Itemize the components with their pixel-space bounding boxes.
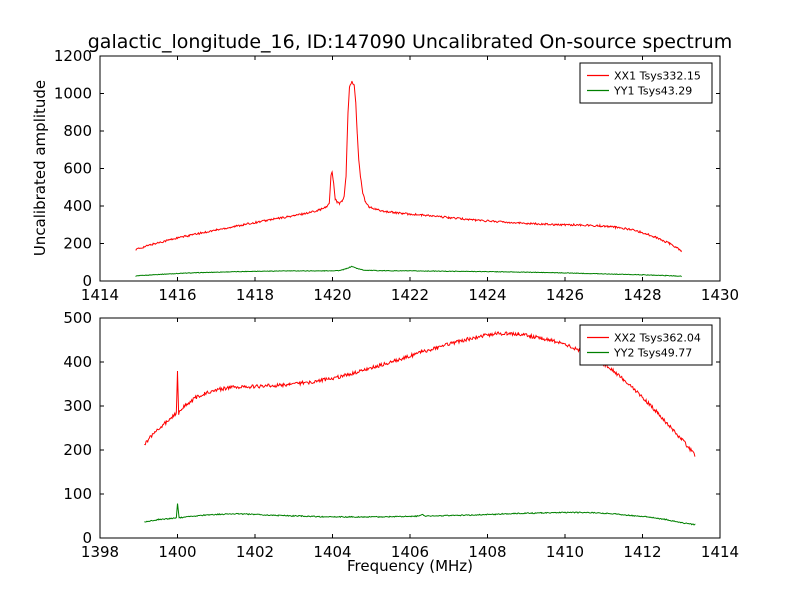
- svg-text:YY1 Tsys43.29: YY1 Tsys43.29: [613, 85, 692, 98]
- svg-text:1412: 1412: [623, 543, 661, 561]
- svg-text:1416: 1416: [158, 286, 196, 304]
- bottom-plot: 1398 1400 1402 1404 1406 1408 1410 1412 1414 0 100…: [63, 309, 739, 561]
- svg-text:YY2 Tsys49.77: YY2 Tsys49.77: [613, 347, 692, 360]
- svg-text:1426: 1426: [546, 286, 584, 304]
- svg-text:400: 400: [63, 353, 92, 371]
- svg-text:100: 100: [63, 485, 92, 503]
- svg-text:300: 300: [63, 397, 92, 415]
- svg-text:400: 400: [63, 197, 92, 215]
- svg-text:1430: 1430: [701, 286, 739, 304]
- svg-text:1400: 1400: [158, 543, 196, 561]
- svg-text:1414: 1414: [81, 286, 119, 304]
- svg-text:1404: 1404: [313, 543, 351, 561]
- svg-text:0: 0: [82, 272, 92, 290]
- svg-text:XX2 Tsys362.04: XX2 Tsys362.04: [614, 332, 701, 345]
- svg-text:1424: 1424: [468, 286, 506, 304]
- svg-text:600: 600: [63, 160, 92, 178]
- svg-text:200: 200: [63, 235, 92, 253]
- y-axis-label: Uncalibrated amplitude: [31, 79, 49, 257]
- svg-text:1408: 1408: [468, 543, 506, 561]
- svg-text:1418: 1418: [236, 286, 274, 304]
- svg-text:1414: 1414: [701, 543, 739, 561]
- svg-text:500: 500: [63, 309, 92, 327]
- svg-text:1406: 1406: [391, 543, 429, 561]
- svg-text:0: 0: [82, 529, 92, 547]
- svg-text:1410: 1410: [546, 543, 584, 561]
- svg-text:1398: 1398: [81, 543, 119, 561]
- svg-text:1402: 1402: [236, 543, 274, 561]
- top-plot: 1414 1416 1418 1420 1422 1424 1426 1428 1430 0 200…: [54, 47, 739, 304]
- svg-text:1420: 1420: [313, 286, 351, 304]
- svg-text:XX1 Tsys332.15: XX1 Tsys332.15: [614, 70, 701, 83]
- svg-text:1428: 1428: [623, 286, 661, 304]
- x-axis-label: Frequency (MHz): [346, 557, 474, 575]
- chart-title: galactic_longitude_16, ID:147090 Uncalib…: [87, 31, 733, 53]
- svg-text:1200: 1200: [54, 47, 92, 65]
- svg-text:1000: 1000: [54, 85, 92, 103]
- svg-text:200: 200: [63, 441, 92, 459]
- svg-text:1422: 1422: [391, 286, 429, 304]
- svg-text:800: 800: [63, 122, 92, 140]
